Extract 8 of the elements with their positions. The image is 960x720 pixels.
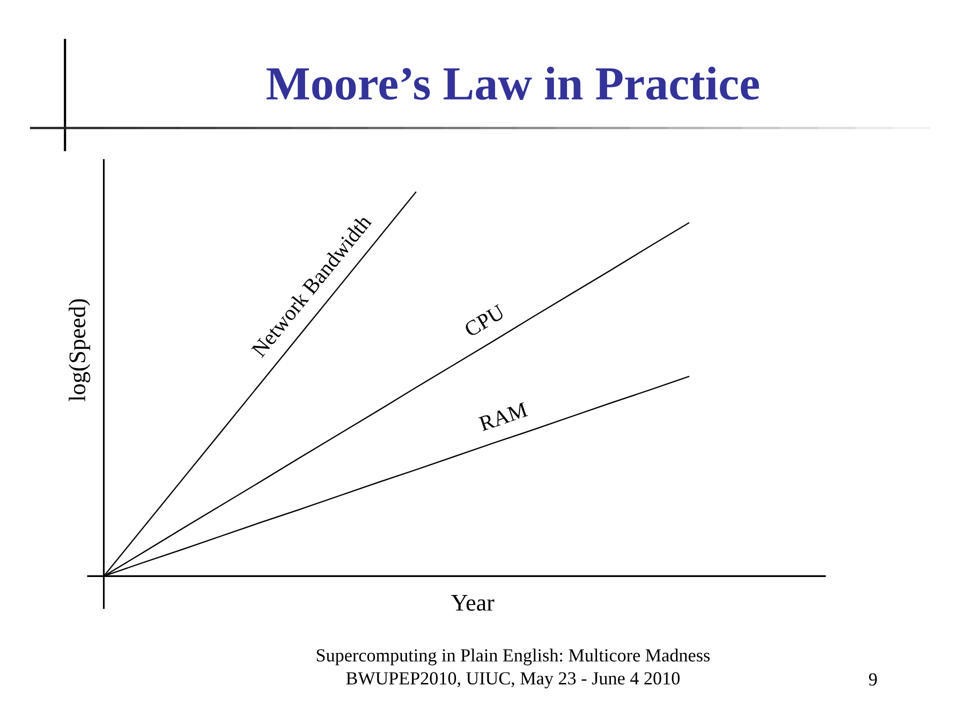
y-axis-title: log(Speed) bbox=[68, 299, 90, 402]
text: Supercomputing in Plain English: Multicore Madness bbox=[316, 648, 710, 666]
text: BWUPEP2010, UIUC, May 23 - June 4 2010 bbox=[346, 672, 680, 688]
text: CPU bbox=[463, 304, 506, 338]
chart-title: Moore’s Law in Practice bbox=[266, 66, 759, 100]
text: RAM bbox=[478, 402, 528, 432]
x-axis-title: Year bbox=[451, 595, 494, 611]
text: 9 bbox=[869, 673, 877, 686]
